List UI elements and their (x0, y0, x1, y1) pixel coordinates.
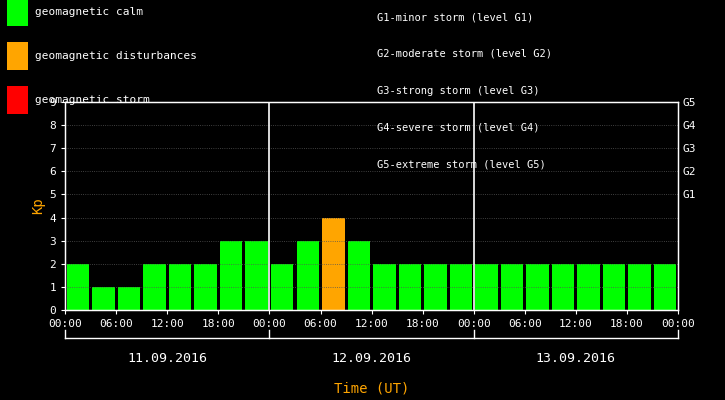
Bar (194, 264, 217, 310)
Bar (501, 264, 523, 310)
Bar (220, 241, 242, 310)
Bar (629, 264, 651, 310)
Text: G3-strong storm (level G3): G3-strong storm (level G3) (377, 86, 539, 96)
Text: G1-minor storm (level G1): G1-minor storm (level G1) (377, 12, 534, 22)
Bar (577, 264, 600, 310)
Bar (144, 264, 166, 310)
Bar (92, 287, 115, 310)
Bar (246, 241, 268, 310)
Bar (475, 264, 497, 310)
Bar (271, 264, 294, 310)
Bar (399, 264, 421, 310)
Bar (424, 264, 447, 310)
Bar (169, 264, 191, 310)
Bar (602, 264, 625, 310)
Y-axis label: Kp: Kp (31, 198, 45, 214)
Bar (526, 264, 549, 310)
Text: 12.09.2016: 12.09.2016 (331, 352, 412, 364)
Bar (347, 241, 370, 310)
Bar (552, 264, 574, 310)
Text: geomagnetic disturbances: geomagnetic disturbances (35, 51, 196, 61)
Text: G4-severe storm (level G4): G4-severe storm (level G4) (377, 122, 539, 132)
Text: G2-moderate storm (level G2): G2-moderate storm (level G2) (377, 49, 552, 59)
Bar (373, 264, 396, 310)
Bar (654, 264, 676, 310)
Text: G5-extreme storm (level G5): G5-extreme storm (level G5) (377, 159, 546, 169)
Text: Time (UT): Time (UT) (334, 381, 409, 395)
Bar (322, 218, 344, 310)
Bar (450, 264, 472, 310)
Text: geomagnetic calm: geomagnetic calm (35, 7, 143, 17)
Text: 13.09.2016: 13.09.2016 (536, 352, 616, 364)
Bar (67, 264, 89, 310)
Text: geomagnetic storm: geomagnetic storm (35, 95, 149, 105)
Text: 11.09.2016: 11.09.2016 (128, 352, 207, 364)
Bar (297, 241, 319, 310)
Bar (118, 287, 141, 310)
